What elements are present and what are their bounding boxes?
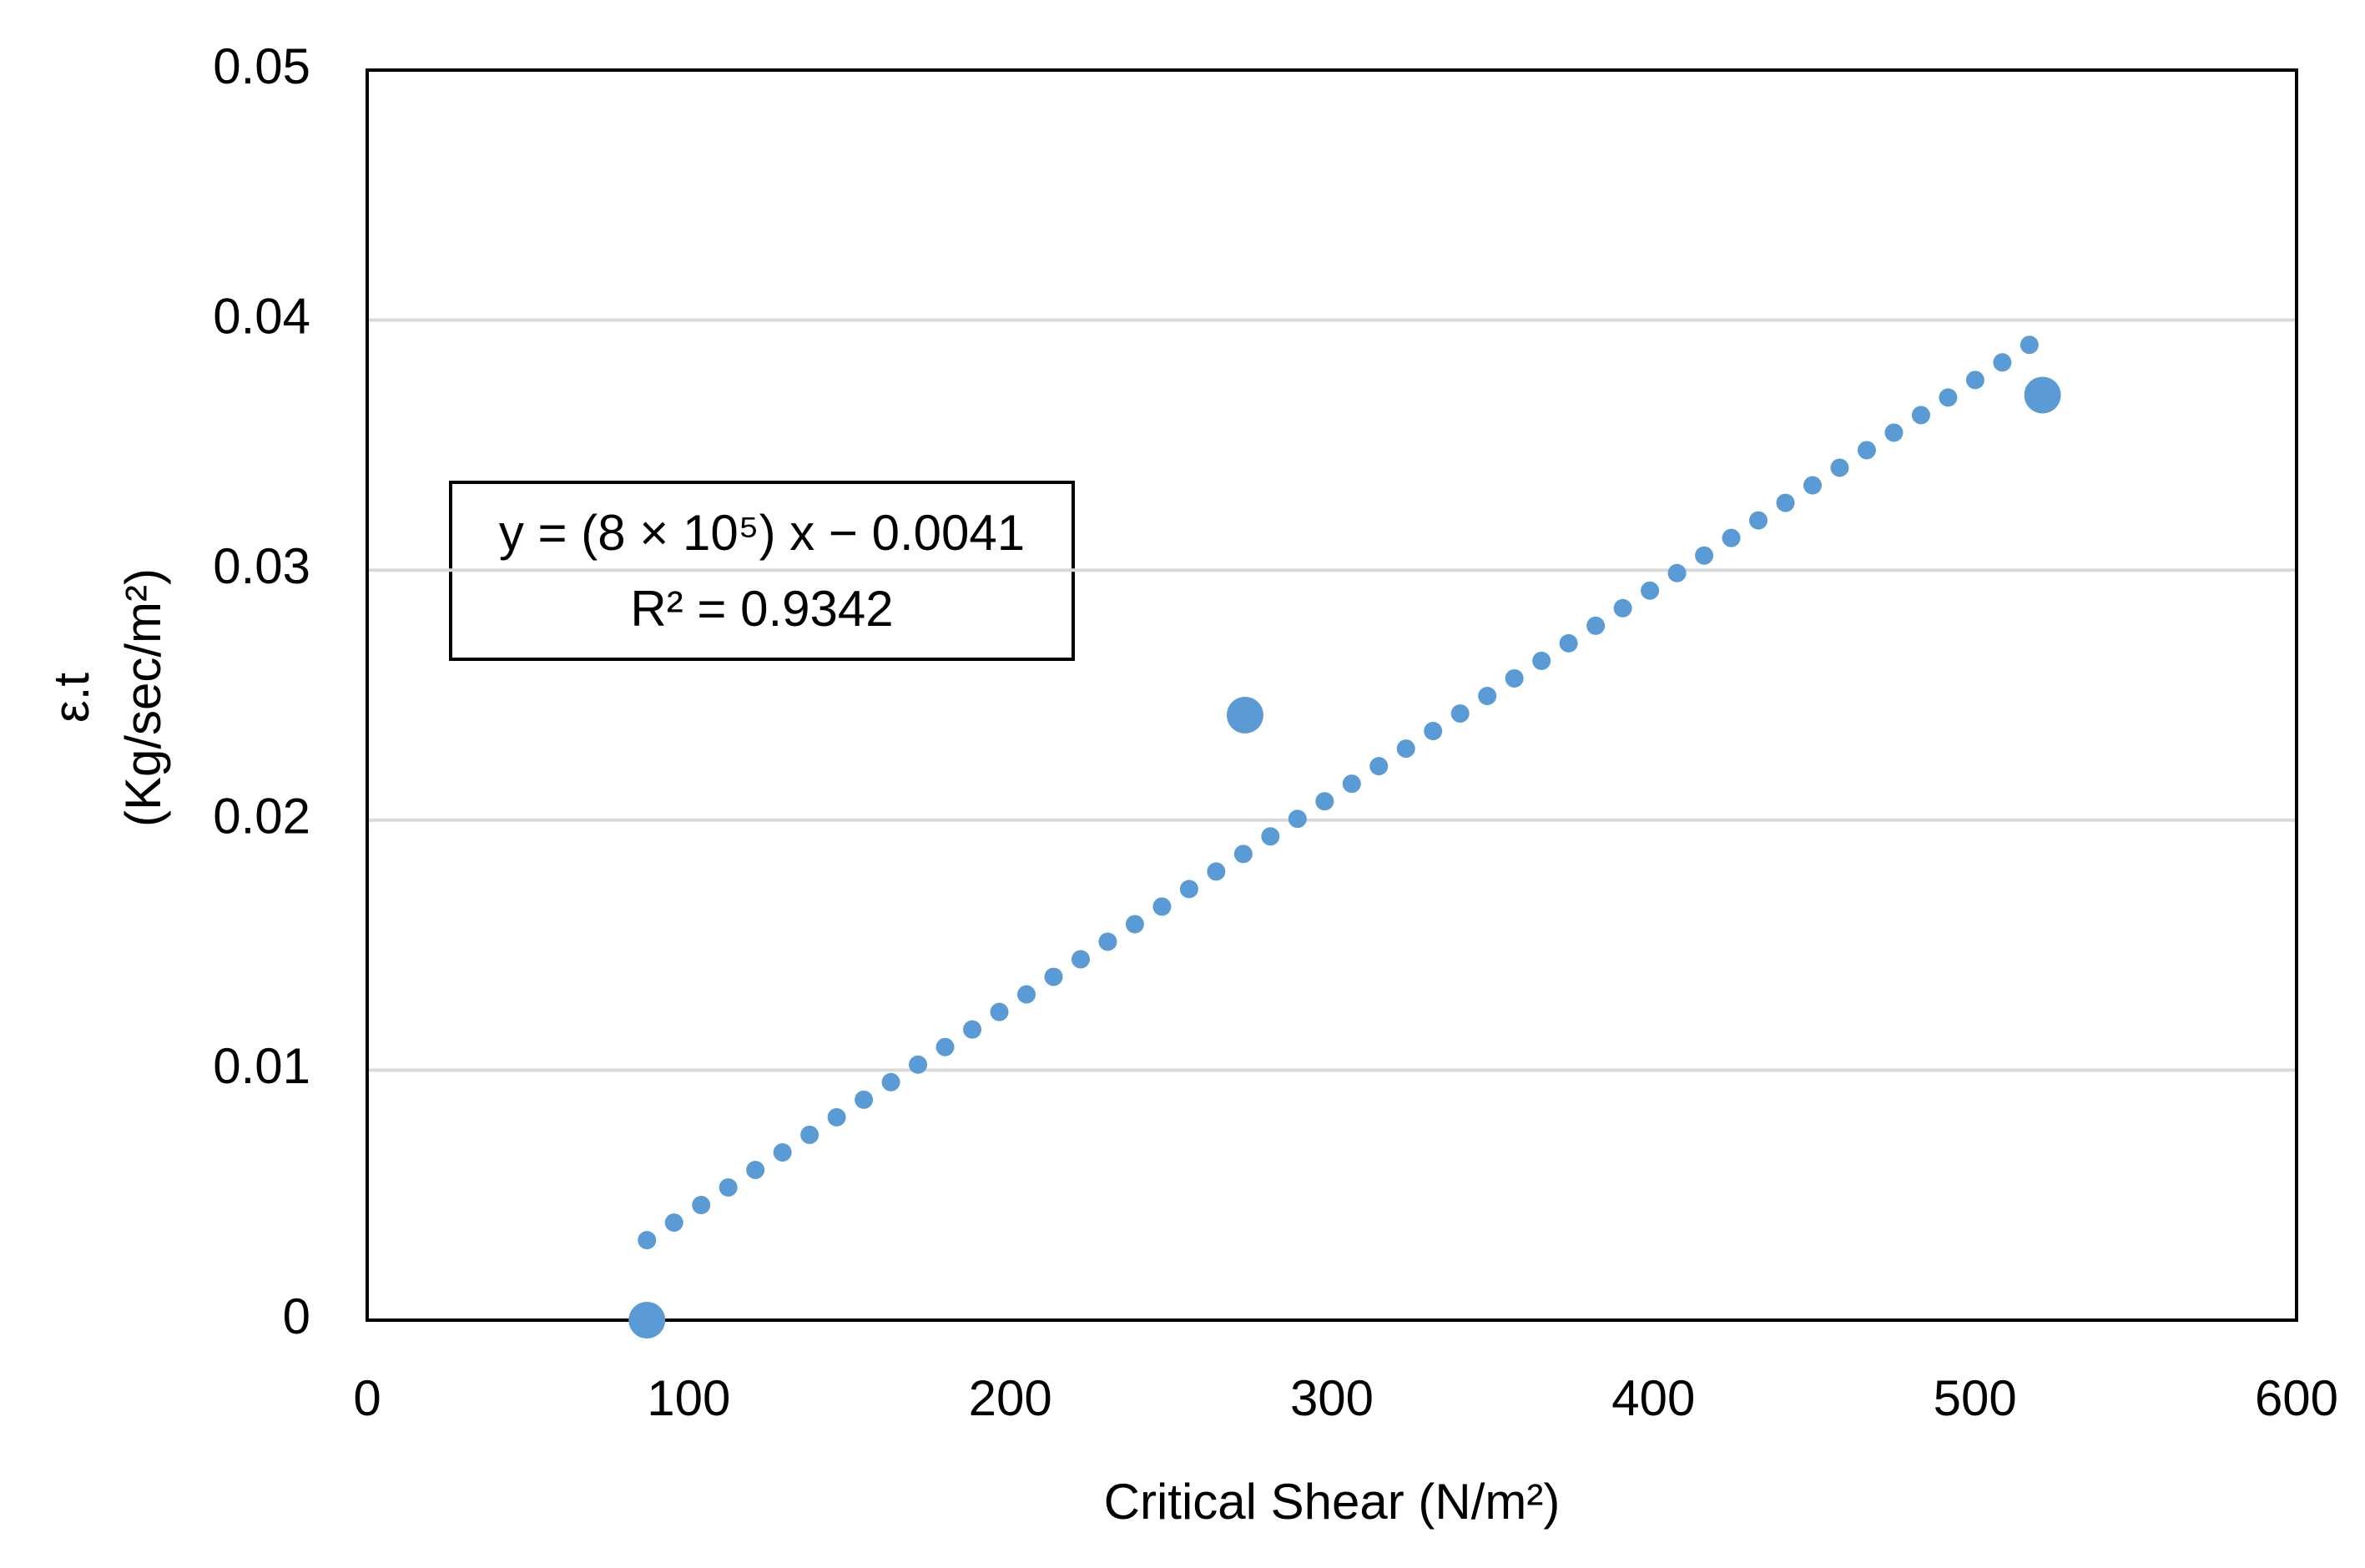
y-tick-label: 0 — [283, 1288, 310, 1344]
y-tick-label: 0.01 — [213, 1038, 310, 1094]
x-tick-label: 300 — [1290, 1370, 1374, 1426]
y-axis-label: (Kg/sec/m²) — [115, 568, 171, 827]
trendline — [638, 333, 2043, 1250]
x-axis-label: Critical Shear (N/m²) — [1104, 1474, 1561, 1530]
point — [1226, 696, 1263, 734]
x-tick-label: 400 — [1611, 1370, 1695, 1426]
y-tick-label: 0.02 — [213, 789, 310, 845]
point — [628, 1302, 666, 1339]
x-tick-label: 200 — [969, 1370, 1052, 1426]
y-tick-label: 0.04 — [213, 288, 310, 344]
equation: y = (8 × 10⁵) x − 0.0041 — [499, 505, 1025, 561]
y-axis-label: ε.t — [43, 673, 99, 723]
plot-frame — [366, 68, 2298, 1322]
y-tick-label: 0.05 — [213, 38, 310, 94]
point — [2024, 376, 2061, 414]
x-tick-label: 500 — [1934, 1370, 2017, 1426]
x-tick-label: 600 — [2255, 1370, 2338, 1426]
y-tick-label: 0.03 — [213, 538, 310, 594]
r-squared: R² = 0.9342 — [630, 581, 893, 637]
x-tick-label: 0 — [353, 1370, 381, 1426]
x-tick-label: 100 — [647, 1370, 730, 1426]
